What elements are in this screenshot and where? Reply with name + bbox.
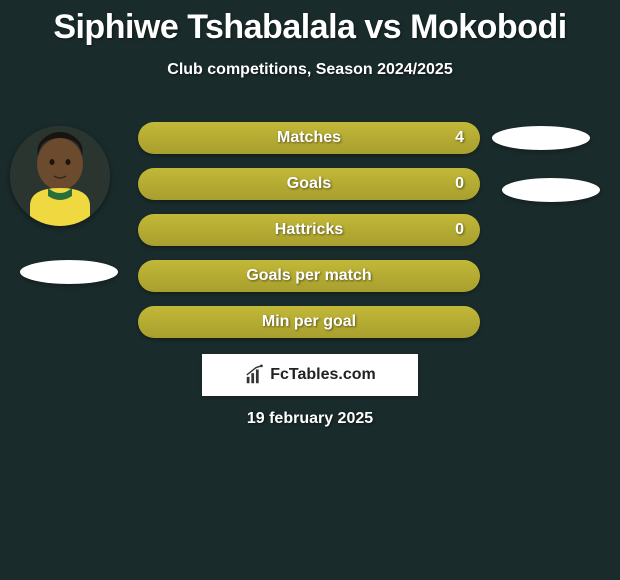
page-title: Siphiwe Tshabalala vs Mokobodi [0,0,620,47]
player2-name-pill-2 [502,178,600,202]
stat-row-hattricks: Hattricks 0 [138,214,480,246]
chart-icon [244,364,266,386]
stat-row-min-per-goal: Min per goal [138,306,480,338]
branding-box[interactable]: FcTables.com [202,354,418,396]
stat-label: Matches [277,129,341,147]
player1-avatar [10,126,110,226]
stat-label: Hattricks [275,221,343,239]
stat-value: 4 [455,129,464,147]
branding-text: FcTables.com [270,366,376,384]
subtitle: Club competitions, Season 2024/2025 [0,61,620,79]
stat-row-goals: Goals 0 [138,168,480,200]
stat-value: 0 [455,221,464,239]
stat-label: Goals [287,175,331,193]
player1-name-pill [20,260,118,284]
stat-value: 0 [455,175,464,193]
player2-name-pill-1 [492,126,590,150]
stat-label: Goals per match [246,267,371,285]
stat-row-goals-per-match: Goals per match [138,260,480,292]
date-text: 19 february 2025 [247,410,373,428]
stat-label: Min per goal [262,313,356,331]
stats-container: Matches 4 Goals 0 Hattricks 0 Goals per … [138,122,480,352]
stat-row-matches: Matches 4 [138,122,480,154]
avatar-icon [10,126,110,226]
